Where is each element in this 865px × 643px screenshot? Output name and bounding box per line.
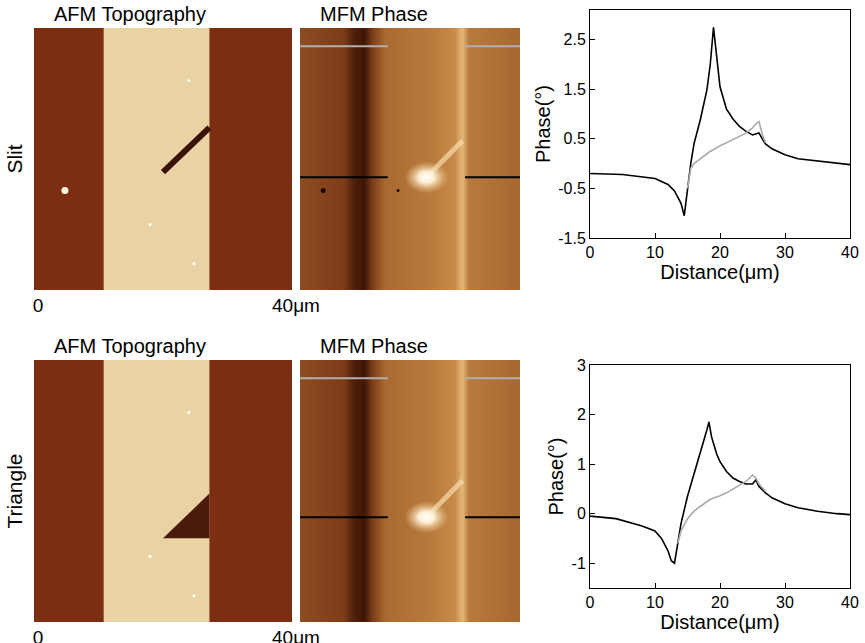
svg-text:40μm: 40μm [272,295,320,316]
svg-text:MFM Phase: MFM Phase [320,335,428,357]
svg-text:2.5: 2.5 [564,31,586,48]
svg-text:30: 30 [776,594,794,611]
svg-text:1.5: 1.5 [564,81,586,98]
svg-text:2: 2 [577,406,586,423]
svg-text:Phase(°): Phase(°) [532,85,554,163]
svg-text:40: 40 [841,594,859,611]
svg-text:20: 20 [711,244,729,261]
svg-text:40μm: 40μm [272,627,320,643]
svg-text:30: 30 [776,244,794,261]
svg-text:-0.5: -0.5 [558,180,586,197]
svg-text:0: 0 [586,594,595,611]
svg-text:0: 0 [33,295,44,316]
svg-text:AFM Topography: AFM Topography [54,3,206,25]
svg-text:-1.5: -1.5 [558,230,586,247]
svg-text:3: 3 [577,357,586,374]
svg-text:Slit: Slit [3,144,26,173]
svg-text:Triangle: Triangle [3,453,26,528]
svg-text:40: 40 [841,244,859,261]
svg-text:Distance(μm): Distance(μm) [660,611,779,633]
svg-text:0: 0 [33,627,44,643]
svg-text:10: 10 [646,594,664,611]
svg-text:0: 0 [586,244,595,261]
svg-text:MFM Phase: MFM Phase [320,3,428,25]
svg-text:-1: -1 [572,555,586,572]
svg-text:20: 20 [711,594,729,611]
svg-text:Distance(μm): Distance(μm) [660,261,779,283]
svg-text:0: 0 [577,505,586,522]
svg-text:10: 10 [646,244,664,261]
svg-text:1: 1 [577,456,586,473]
svg-text:Phase(°): Phase(°) [545,437,567,515]
svg-text:0.5: 0.5 [564,130,586,147]
svg-text:AFM Topography: AFM Topography [54,335,206,357]
